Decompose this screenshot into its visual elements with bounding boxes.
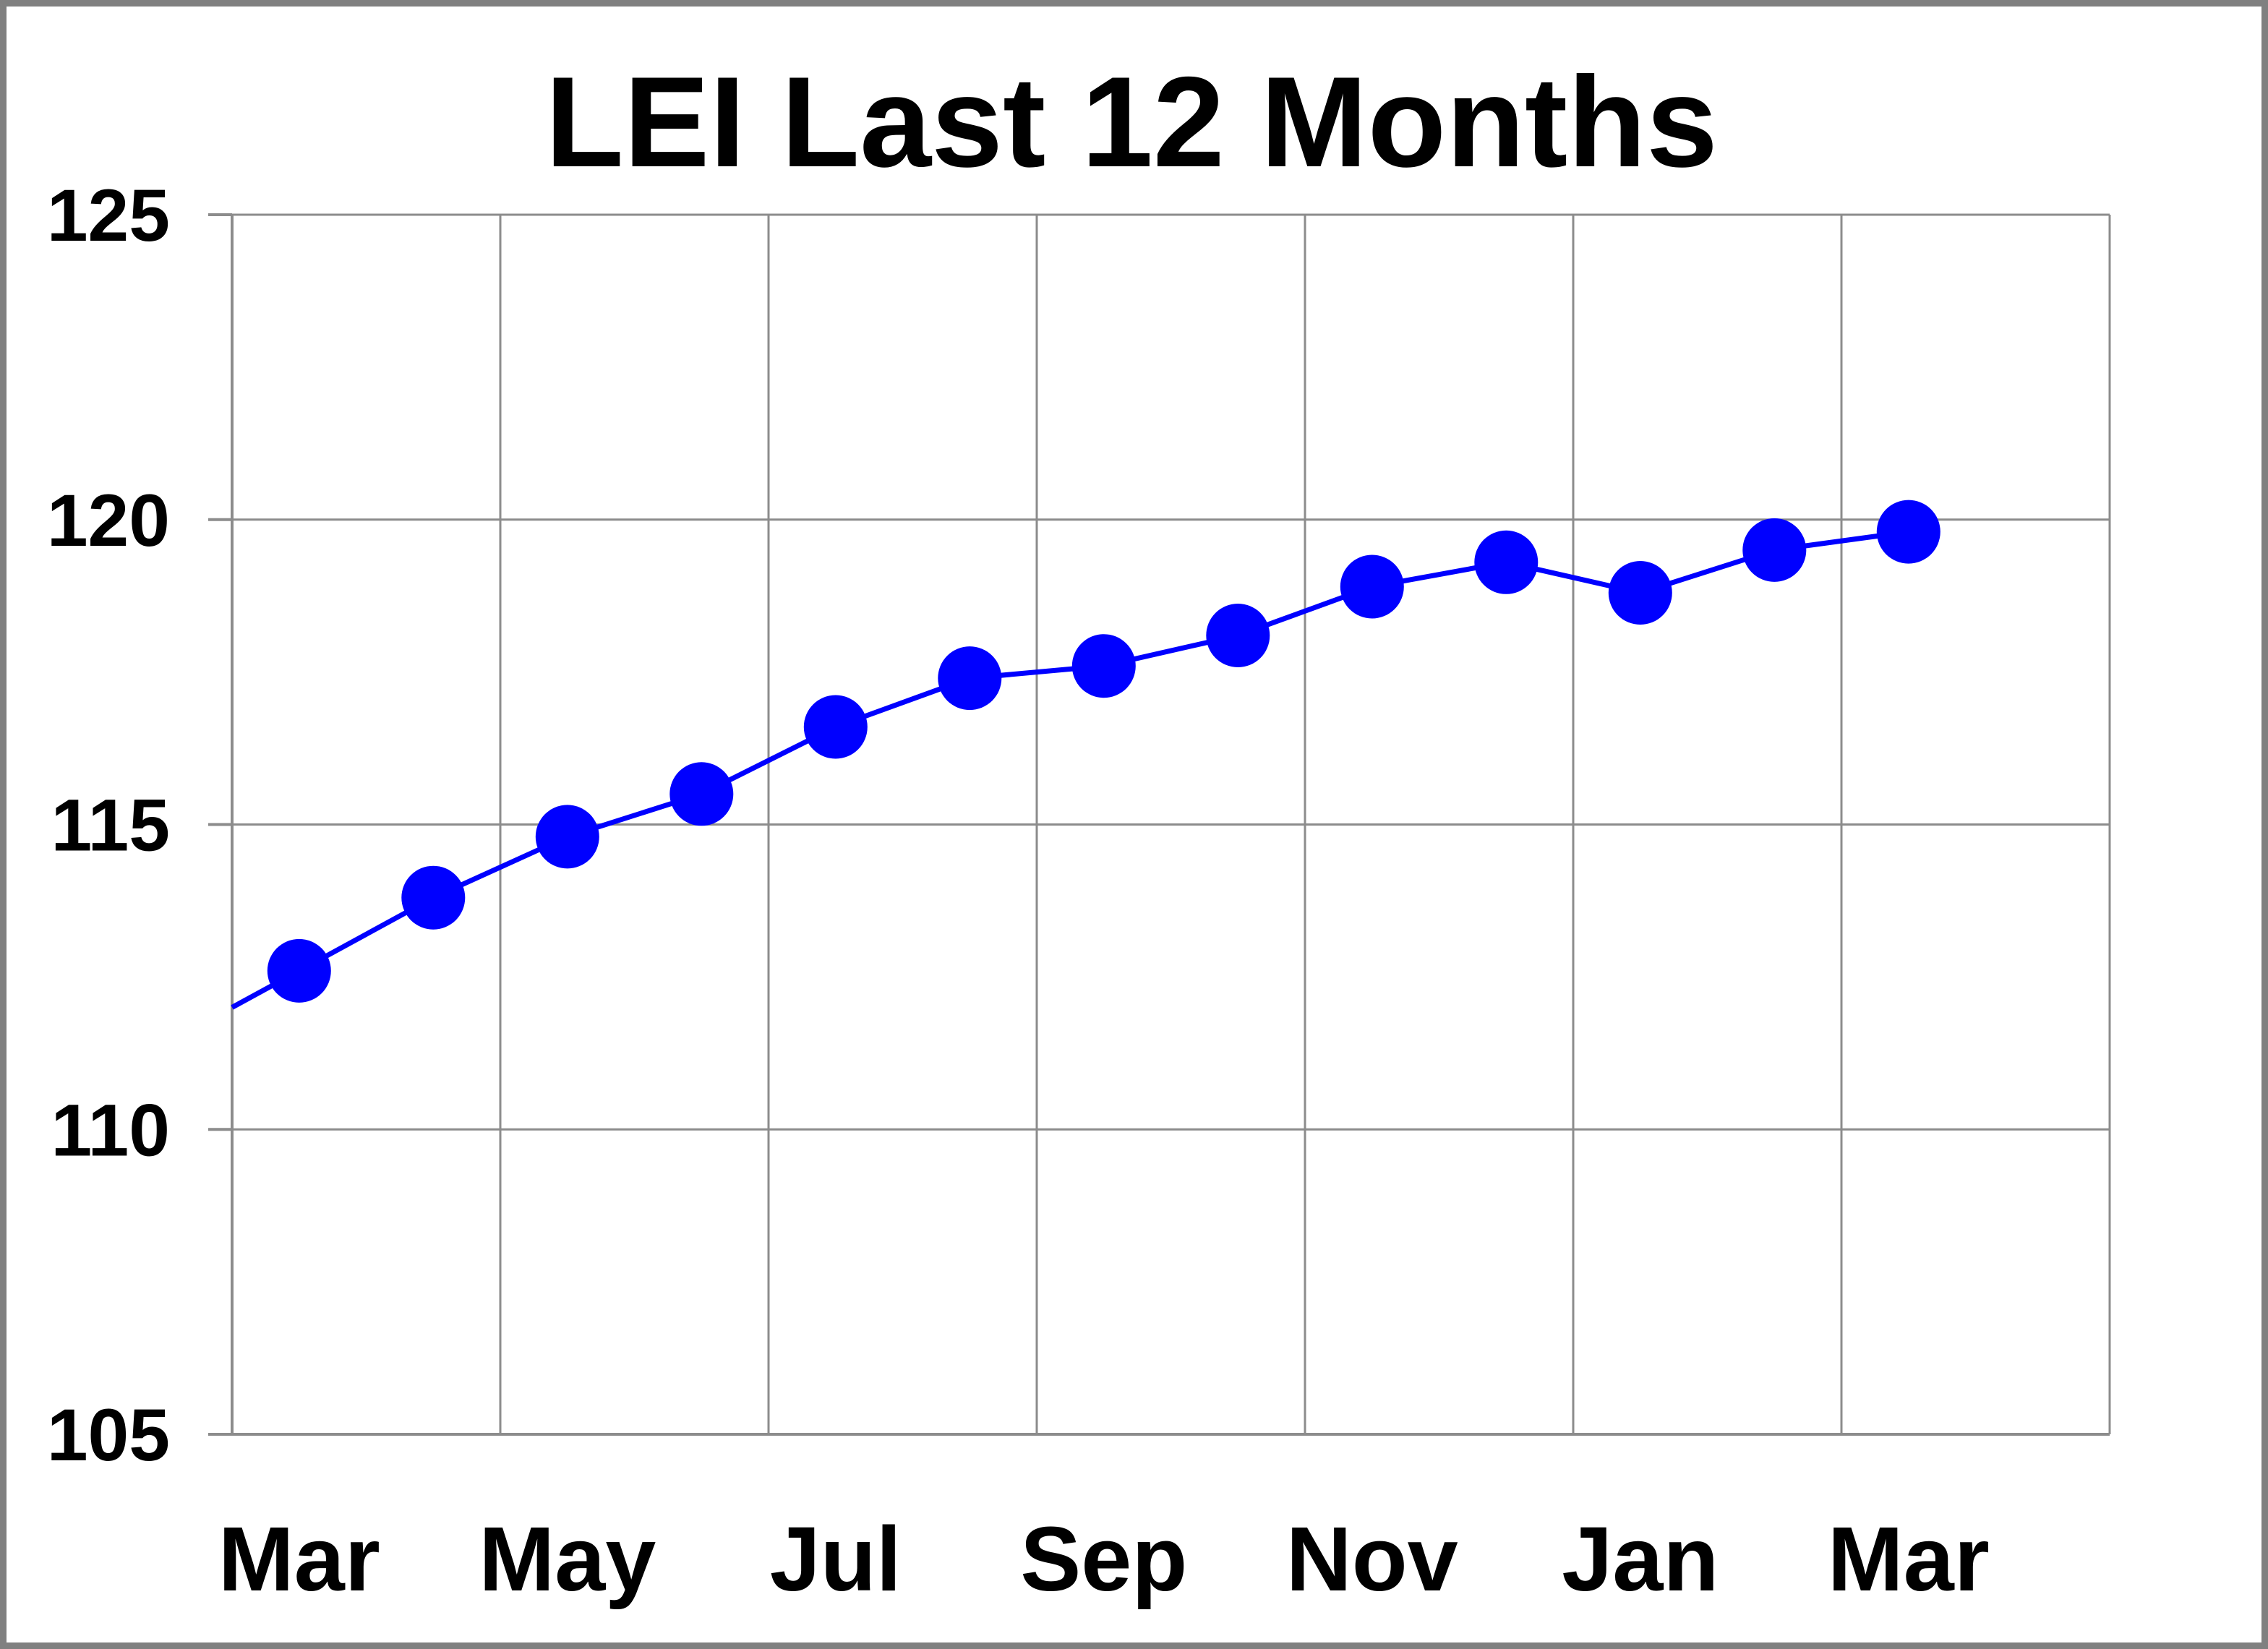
data-point-marker: [1340, 554, 1404, 619]
y-axis-tick-label: 120: [47, 479, 170, 562]
y-axis-labels-group: 125 120 115 110 105: [47, 174, 170, 1476]
x-axis-tick-label: Sep: [1020, 1508, 1187, 1610]
series-group: [231, 500, 1940, 1010]
chart-title: LEI Last 12 Months: [545, 50, 1718, 194]
data-point-marker: [669, 762, 734, 826]
data-point-marker: [1474, 530, 1539, 594]
data-point-marker: [267, 938, 331, 1003]
data-point-marker: [1876, 500, 1940, 564]
data-point-marker: [1608, 561, 1672, 625]
x-axis-tick-label: Jul: [770, 1508, 902, 1610]
y-axis-tick-label: 105: [47, 1394, 170, 1476]
y-axis-tick-label: 110: [51, 1089, 170, 1171]
data-point-marker: [1071, 634, 1136, 698]
x-axis-labels-group: Mar May Jul Sep Nov Jan Mar: [218, 1508, 1990, 1610]
data-point-marker: [1742, 518, 1807, 582]
x-axis-tick-label: Mar: [218, 1508, 380, 1610]
x-axis-tick-label: Mar: [1828, 1508, 1990, 1610]
x-axis-tick-label: May: [479, 1508, 656, 1610]
axis-ticks-group: [208, 213, 232, 1436]
y-axis-tick-label: 115: [51, 784, 170, 867]
x-axis-tick-label: Jan: [1562, 1508, 1719, 1610]
data-point-marker: [535, 805, 599, 869]
data-point-marker: [1206, 604, 1270, 667]
y-axis-tick-label: 125: [47, 174, 170, 257]
data-point-marker: [938, 646, 1002, 711]
data-point-marker: [803, 695, 868, 759]
x-axis-tick-label: Nov: [1286, 1508, 1458, 1610]
data-point-marker: [401, 865, 466, 930]
